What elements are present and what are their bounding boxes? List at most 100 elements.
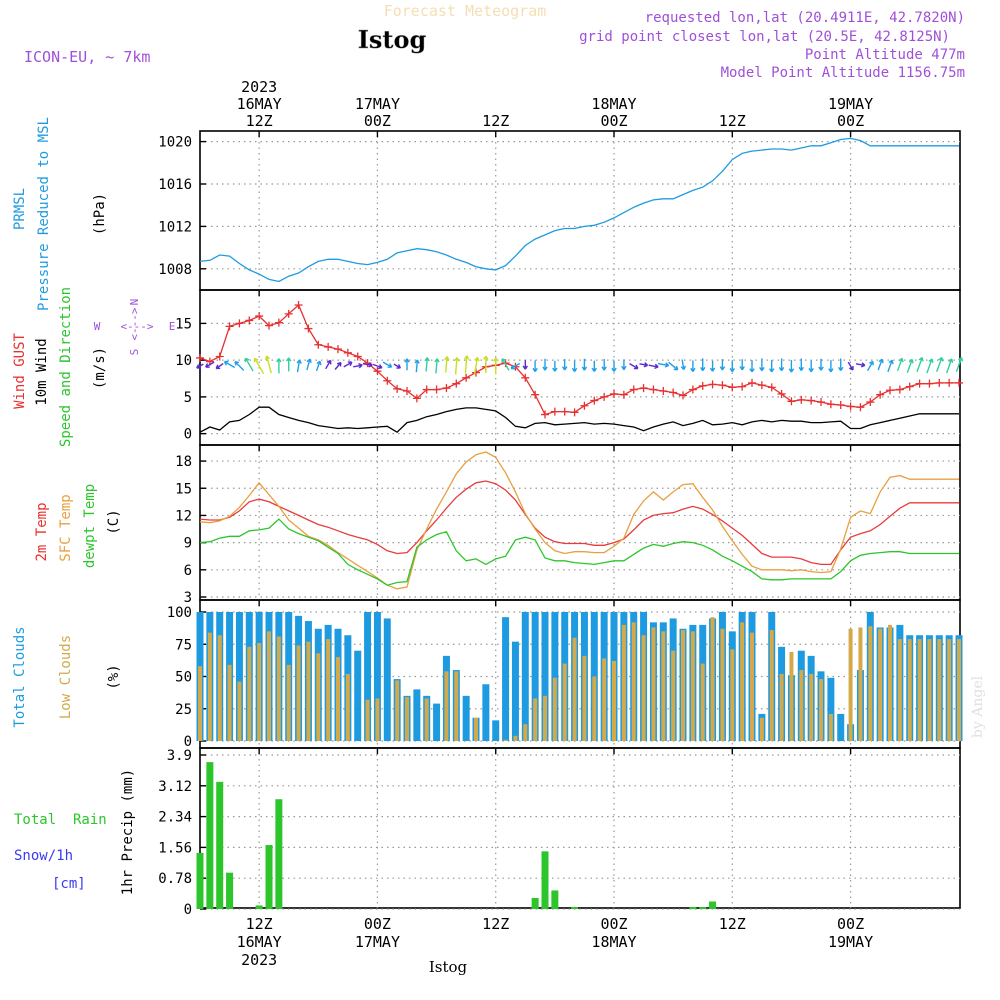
wind-direction-arrow <box>877 358 884 371</box>
panel-frame <box>199 599 961 749</box>
bottom-axis-hour: 12Z <box>482 915 509 933</box>
y-tick-label: 75 <box>175 637 192 653</box>
rain-bar <box>216 781 224 909</box>
wind-direction-arrow <box>362 362 373 368</box>
wind10m-label: 10m Wind <box>34 338 50 405</box>
wind-direction-arrow <box>522 359 528 370</box>
total-cloud-bar <box>235 612 243 741</box>
total-cloud-bar <box>354 650 362 741</box>
point-altitude: Point Altitude 477m <box>805 47 965 63</box>
low-cloud-bar <box>621 624 626 741</box>
low-cloud-bar <box>592 676 597 741</box>
gust-point <box>600 392 609 401</box>
low-cloud-bar <box>710 617 715 741</box>
gust-point <box>757 381 766 390</box>
gust-point <box>215 352 224 361</box>
gust-point <box>797 395 806 404</box>
gust-point <box>225 322 234 331</box>
wind-direction-arrow <box>916 356 924 372</box>
gust-point <box>708 380 717 389</box>
bottom-axis-date: 17MAY <box>355 933 400 951</box>
low-cloud-bar <box>572 637 577 741</box>
gust-point <box>531 390 540 399</box>
rain-bar <box>571 907 579 909</box>
top-axis-hour: 00Z <box>600 112 627 130</box>
wind-direction-arrow <box>680 359 687 371</box>
gust-point <box>334 345 343 354</box>
wind-direction-arrow <box>424 357 430 372</box>
temperature-panel: 3 6 9 12 15 18 <box>175 444 961 606</box>
gust-point <box>560 407 569 416</box>
wind-direction-arrow <box>306 358 312 371</box>
rain-bar <box>265 845 273 909</box>
gust-point <box>422 385 431 394</box>
y-tick-label: 6 <box>184 563 192 579</box>
wind-direction-arrow <box>749 360 755 373</box>
low-cloud-bar <box>582 655 587 741</box>
wind-direction-arrow <box>264 355 272 374</box>
panel-frame <box>199 130 961 291</box>
wind-direction-arrow <box>866 360 874 371</box>
total-cloud-bar <box>827 677 835 741</box>
low-cloud-bar <box>641 635 646 741</box>
gust-point <box>836 400 845 409</box>
wind-direction-arrow <box>382 361 393 368</box>
low-cloud-bar <box>750 632 755 741</box>
wind-direction-arrow <box>404 358 410 371</box>
y-tick-label: 10 <box>175 353 192 369</box>
wind-direction-arrow <box>454 357 460 375</box>
gust-point <box>817 398 826 407</box>
wind-direction-arrow <box>532 360 538 372</box>
wind-direction-arrow <box>325 359 332 370</box>
wind-direction-arrow <box>601 359 607 371</box>
compass-east: E <box>169 320 176 333</box>
total-cloud-bar <box>531 612 539 741</box>
gust-point <box>304 324 313 333</box>
wind-direction-arrow <box>205 361 215 368</box>
wind-direction-arrow <box>709 360 716 372</box>
low-cloud-bar <box>631 622 636 741</box>
wind-direction-arrow <box>196 363 204 369</box>
wind-direction-arrow <box>729 360 735 373</box>
panel-frame <box>199 289 961 446</box>
low-cloud-bar <box>907 639 912 741</box>
product-title: Forecast Meteogram <box>384 2 547 20</box>
bottom-axis-year: 2023 <box>241 951 277 969</box>
wind-direction-arrow <box>562 359 568 371</box>
low-cloud-bar <box>198 666 202 741</box>
wind-direction-arrow <box>434 358 440 374</box>
low-cloud-bar <box>828 713 833 741</box>
gust-label: Wind GUST <box>12 333 28 409</box>
gust-point <box>324 342 333 351</box>
low-cloud-bar <box>681 630 686 741</box>
y-tick-label: 0 <box>184 427 192 443</box>
gust-point <box>343 348 352 357</box>
top-axis-date: 18MAY <box>591 95 636 113</box>
wind-direction-arrow <box>483 355 489 373</box>
low-cloud-bar <box>336 657 341 741</box>
wind-direction-arrow <box>501 358 510 371</box>
gust-point <box>787 397 796 406</box>
t2m-label: 2m Temp <box>34 502 50 561</box>
wind-direction-arrow <box>473 356 480 375</box>
bottom-axis-date: 18MAY <box>591 933 636 951</box>
total-cloud-bar <box>433 703 441 741</box>
y-tick-label: 1008 <box>158 262 192 278</box>
gust-point <box>610 389 619 398</box>
low-cloud-bar <box>897 639 902 741</box>
gust-point <box>432 385 441 394</box>
gust-point <box>235 319 244 328</box>
wind-direction-arrow <box>887 359 894 373</box>
low-cloud-bar <box>848 628 853 741</box>
low-cloud-bar <box>799 670 804 741</box>
wind-direction-arrow <box>629 362 639 370</box>
low-cloud-bar <box>809 673 814 741</box>
y-tick-label: 0 <box>184 734 192 750</box>
wind-direction-arrow <box>444 356 450 373</box>
y-tick-label: 0.78 <box>158 871 192 887</box>
gust-point <box>767 383 776 392</box>
wind-direction-arrow <box>215 363 224 370</box>
top-axis-hour: 00Z <box>364 112 391 130</box>
wind-direction-arrow <box>657 362 670 368</box>
